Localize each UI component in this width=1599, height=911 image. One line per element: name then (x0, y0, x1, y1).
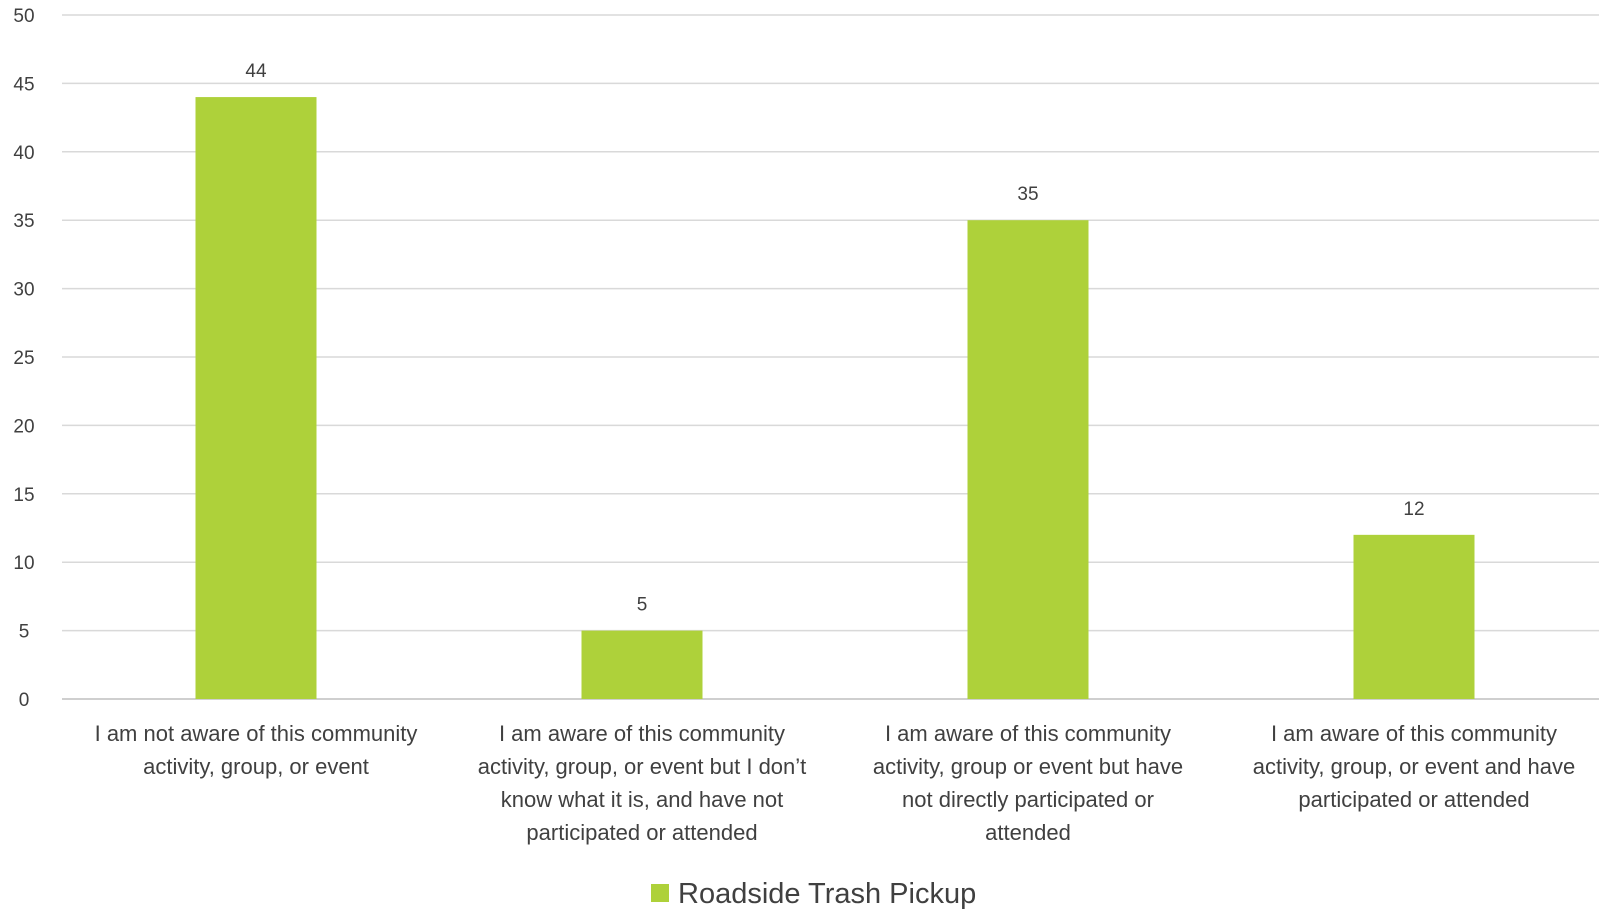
legend-label-roadside-trash-pickup: Roadside Trash Pickup (678, 878, 976, 910)
y-tick-label: 30 (13, 280, 34, 301)
x-category-label: I am aware of this community activity, gr… (1253, 721, 1575, 812)
bar (581, 630, 703, 699)
y-tick-label: 0 (19, 690, 30, 711)
y-tick-label: 10 (13, 553, 34, 574)
y-tick-label: 45 (13, 74, 34, 95)
y-tick-label: 35 (13, 211, 34, 232)
bar (967, 220, 1089, 699)
x-axis-categories: I am not aware of this community activity… (95, 721, 1576, 845)
data-label: 12 (1403, 499, 1424, 520)
y-tick-label: 15 (13, 485, 34, 506)
bar (1353, 534, 1475, 699)
data-label: 5 (637, 595, 648, 616)
data-labels: 44 5 35 12 (245, 61, 1424, 616)
x-category-label: I am aware of this community activity, gr… (478, 721, 807, 845)
y-tick-label: 25 (13, 348, 34, 369)
y-tick-label: 50 (13, 6, 34, 27)
x-category-label: I am aware of this community activity, gr… (873, 721, 1183, 845)
bars (195, 97, 1475, 699)
data-label: 35 (1017, 184, 1038, 205)
legend-swatch (651, 884, 669, 902)
legend: Roadside Trash Pickup (651, 878, 976, 910)
gridlines (62, 14, 1599, 700)
x-category-label: I am not aware of this community activity… (95, 721, 418, 779)
y-tick-label: 20 (13, 416, 34, 437)
y-tick-label: 40 (13, 143, 34, 164)
y-tick-label: 5 (19, 622, 30, 643)
data-label: 44 (245, 61, 267, 82)
bar (195, 97, 317, 699)
y-axis-ticks: 0 5 10 15 20 25 30 35 40 45 50 (13, 6, 34, 711)
